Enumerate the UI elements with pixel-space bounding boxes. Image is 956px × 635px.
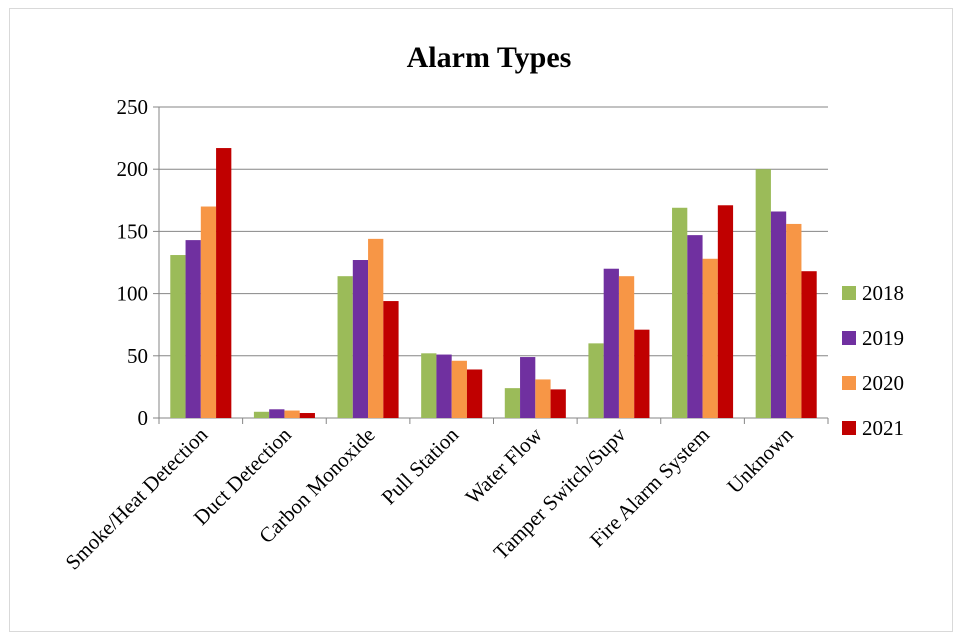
chart-title: Alarm Types: [407, 41, 572, 74]
y-tick-label: 50: [127, 344, 148, 368]
bars: [170, 148, 817, 418]
bar-2018: [672, 207, 688, 418]
bar-2018: [337, 276, 353, 418]
bar-2018: [170, 255, 186, 418]
y-tick-label: 0: [138, 406, 149, 430]
bar-2018: [504, 388, 521, 418]
bar-2019: [269, 409, 285, 418]
legend-label: 2019: [862, 326, 904, 350]
bar-2020: [284, 410, 300, 418]
bar-2019: [520, 357, 536, 418]
x-category-label: Unknown: [722, 422, 798, 498]
legend-label: 2020: [862, 371, 904, 395]
y-tick-label: 100: [117, 282, 149, 306]
bar-2019: [436, 354, 452, 418]
legend-swatch: [842, 376, 856, 390]
bar-2020: [451, 360, 467, 418]
bar-2021: [299, 413, 315, 418]
bar-2018: [755, 169, 771, 418]
bar-2020: [368, 238, 384, 418]
bar-2018: [253, 411, 270, 418]
y-tick-label: 150: [117, 219, 149, 243]
bar-2020: [786, 223, 802, 418]
bar-2019: [770, 211, 787, 418]
y-tick-label: 200: [117, 157, 149, 181]
bar-2020: [535, 379, 551, 418]
x-category-label: Water Flow: [461, 422, 548, 509]
bar-2019: [185, 240, 201, 418]
legend-label: 2018: [862, 281, 904, 305]
x-category-label: Smoke/Heat Detection: [61, 422, 213, 574]
bar-2018: [421, 353, 437, 418]
bar-2020: [618, 276, 635, 418]
bar-2021: [216, 148, 232, 418]
bar-2019: [352, 260, 369, 418]
bar-2020: [200, 206, 217, 418]
bar-2018: [588, 343, 604, 418]
bar-2021: [550, 389, 566, 418]
bar-2021: [801, 271, 817, 418]
bar-2019: [603, 268, 619, 418]
x-category-label: Pull Station: [377, 422, 464, 509]
legend-swatch: [842, 286, 856, 300]
legend-swatch: [842, 421, 856, 435]
bar-2021: [383, 301, 399, 418]
bar-2020: [702, 258, 718, 418]
legend: 2018 2019 2020 2021: [842, 281, 904, 440]
bar-2021: [634, 329, 650, 418]
bar-2021: [717, 205, 734, 418]
legend-swatch: [842, 331, 856, 345]
y-tick-label: 250: [117, 95, 149, 119]
bar-2021: [466, 369, 483, 418]
bar-2019: [687, 235, 703, 418]
legend-label: 2021: [862, 416, 904, 440]
